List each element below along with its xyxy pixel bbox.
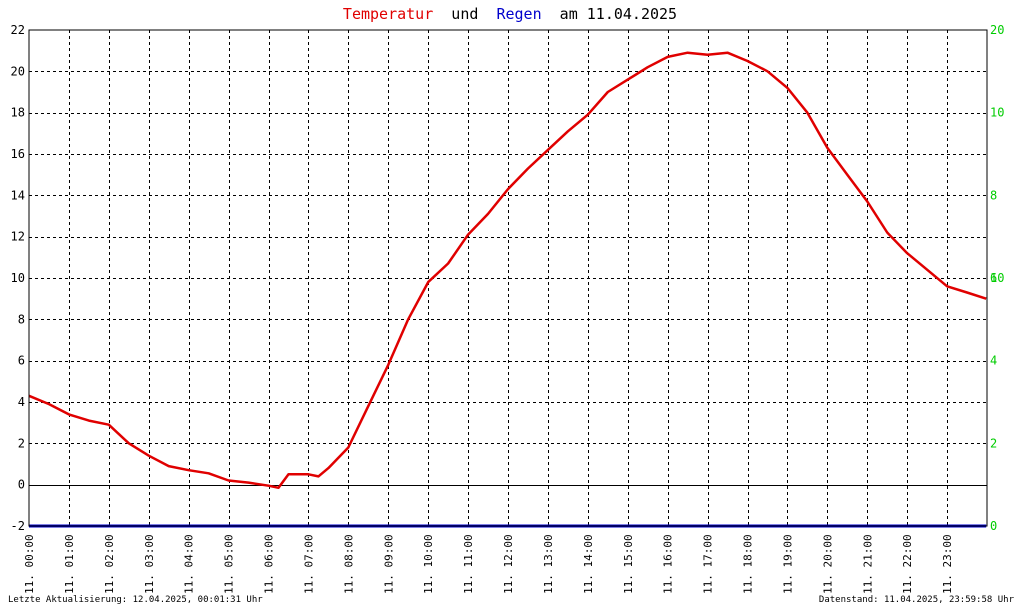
temperature-line: [28, 51, 987, 490]
left-tick-label: 2: [18, 436, 25, 450]
x-tick-label: 11. 13:00: [542, 534, 555, 594]
series: [28, 51, 987, 528]
x-tick-label: 11. 04:00: [183, 534, 196, 594]
right-tick-label: 2: [990, 436, 997, 450]
x-tick-label: 11. 03:00: [143, 534, 156, 594]
x-tick-label: 11. 15:00: [622, 534, 635, 594]
x-axis-ticks: 11. 00:00 11. 01:00 11. 02:00 11. 03:00 11. …: [23, 534, 954, 594]
x-tick-label: 11. 21:00: [861, 534, 874, 594]
x-tick-label: 11. 10:00: [422, 534, 435, 594]
left-tick-label: 0: [18, 478, 25, 492]
left-tick-label: 18: [11, 106, 25, 120]
x-tick-label: 11. 00:00: [23, 534, 36, 594]
title-und: und: [442, 5, 487, 23]
x-tick-label: 11. 20:00: [821, 534, 834, 594]
x-tick-label: 11. 08:00: [342, 534, 355, 594]
x-tick-label: 11. 11:00: [462, 534, 475, 594]
right-axis-ticks: 0 2 4 6 8 10 10 20: [990, 23, 1004, 533]
left-tick-label: 4: [18, 395, 25, 409]
x-tick-label: 11. 18:00: [742, 534, 755, 594]
x-tick-label: 11. 19:00: [781, 534, 794, 594]
x-tick-label: 11. 16:00: [662, 534, 675, 594]
left-tick-label: 12: [11, 230, 25, 244]
right-tick-label: 10: [990, 271, 1004, 285]
x-tick-label: 11. 05:00: [223, 534, 236, 594]
grid: [29, 30, 987, 526]
x-tick-label: 11. 07:00: [302, 534, 315, 594]
title-date: am 11.04.2025: [551, 5, 677, 23]
right-tick-label: 6: [990, 271, 997, 285]
left-tick-label: 22: [11, 23, 25, 37]
x-tick-label: 11. 01:00: [63, 534, 76, 594]
left-axis-ticks: -2 0 2 4 6 8 10 12 14 16 18 20 22: [11, 23, 25, 533]
left-tick-label: 20: [11, 64, 25, 78]
x-tick-label: 11. 23:00: [941, 534, 954, 594]
right-tick-label: 4: [990, 354, 997, 368]
footer-left: Letzte Aktualisierung: 12.04.2025, 00:01…: [8, 595, 263, 605]
x-tick-label: 11. 02:00: [103, 534, 116, 594]
x-tick-label: 11. 12:00: [502, 534, 515, 594]
footer-right: Datenstand: 11.04.2025, 23:59:58 Uhr: [819, 595, 1015, 605]
left-tick-label: 8: [18, 312, 25, 326]
x-tick-label: 11. 17:00: [702, 534, 715, 594]
right-tick-label: 0: [990, 519, 997, 533]
left-tick-label: 16: [11, 147, 25, 161]
right-tick-label: 8: [990, 188, 997, 202]
chart-title: Temperatur und Regen am 11.04.2025: [343, 5, 677, 23]
title-rain: Regen: [496, 5, 541, 23]
left-tick-label: 6: [18, 354, 25, 368]
x-tick-label: 11. 06:00: [263, 534, 276, 594]
x-tick-label: 11. 14:00: [582, 534, 595, 594]
x-tick-label: 11. 22:00: [901, 534, 914, 594]
plot-frame: [28, 29, 988, 527]
right-tick-label: 20: [990, 23, 1004, 37]
x-tick-label: 11. 09:00: [382, 534, 395, 594]
right-tick-label: 10: [990, 106, 1004, 120]
left-tick-label: 14: [11, 188, 25, 202]
title-temperature: Temperatur: [343, 5, 433, 23]
left-tick-label: -2: [11, 519, 25, 533]
left-tick-label: 10: [11, 271, 25, 285]
